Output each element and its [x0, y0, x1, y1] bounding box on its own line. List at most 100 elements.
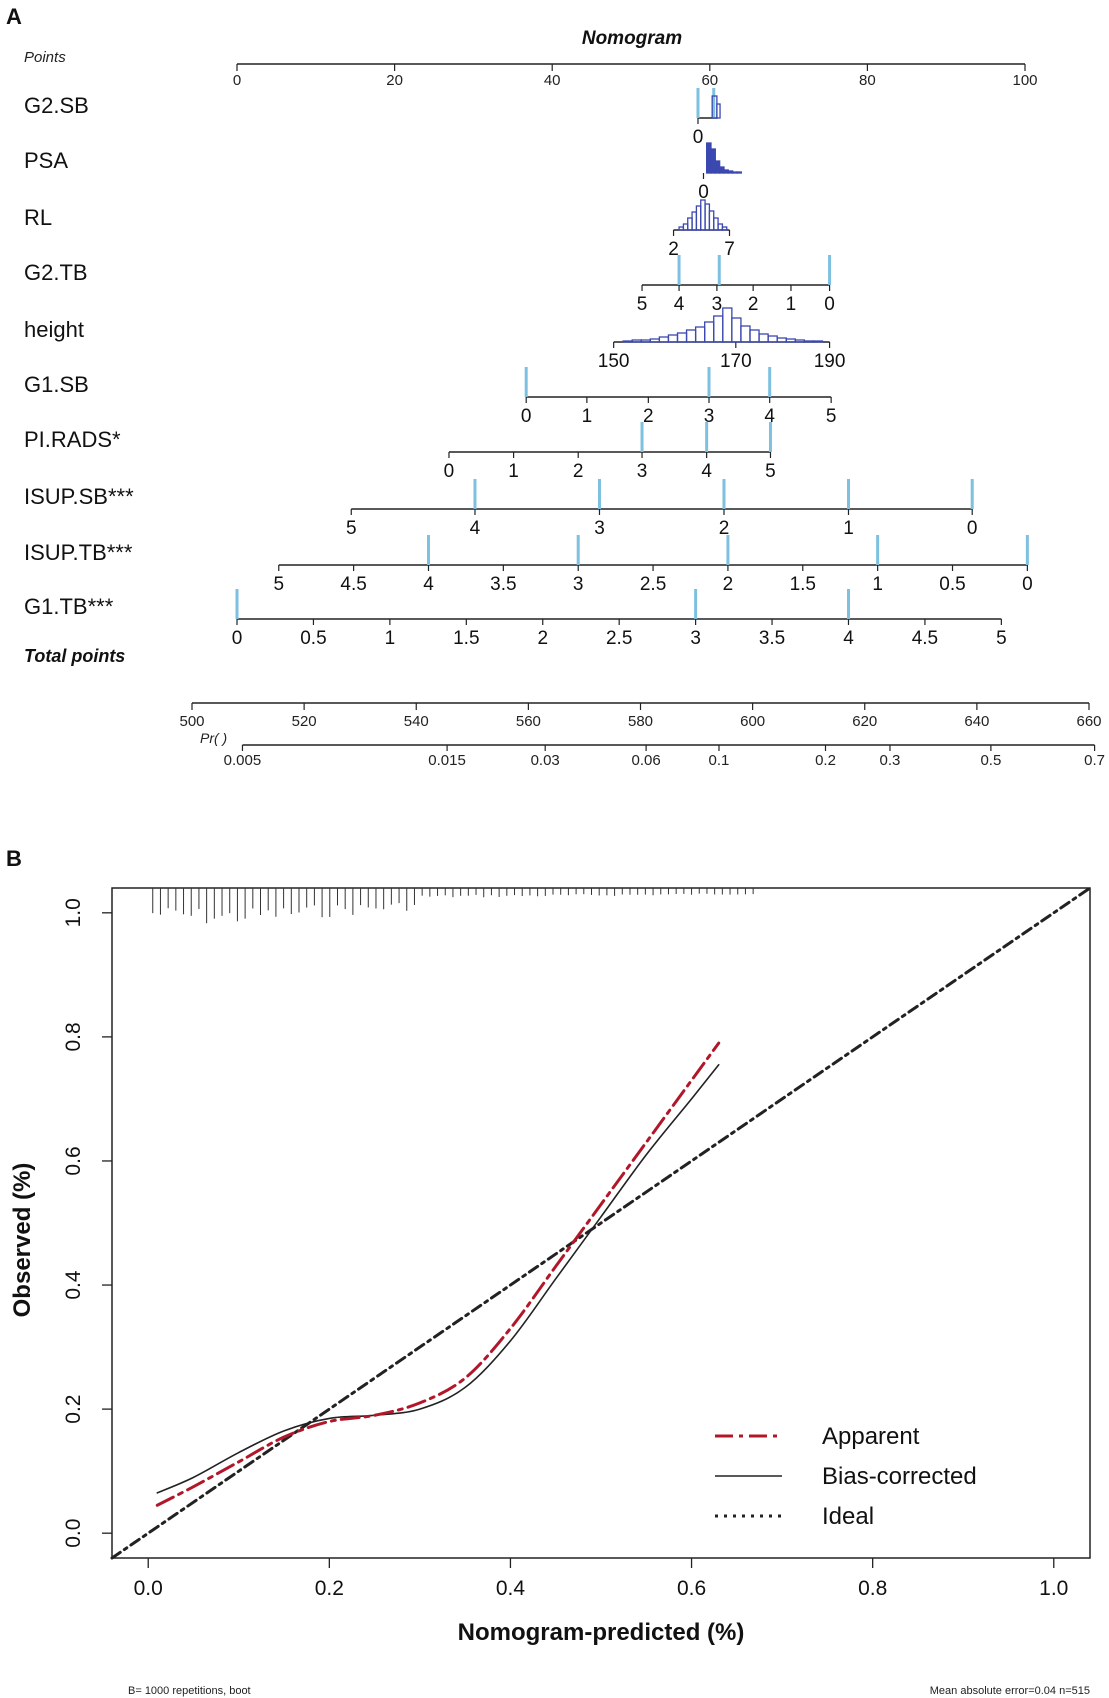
series-line-ideal	[110, 886, 1092, 1560]
histogram-bar	[694, 326, 706, 343]
total-points-tick-label: 660	[1076, 713, 1101, 730]
variable-tick-label: 4	[764, 406, 775, 427]
y-axis-tick-label: 0.2	[62, 1395, 85, 1424]
histogram-bar	[710, 148, 716, 174]
histogram-bar	[803, 340, 815, 343]
variable-label: height	[24, 317, 84, 342]
histogram-bar	[758, 333, 769, 343]
probability-tick-label: 0.3	[880, 752, 901, 769]
histogram-bar	[678, 226, 685, 231]
probability-tick-label: 0.06	[632, 752, 661, 769]
variable-tick-label: 1	[843, 518, 854, 539]
probability-tick-label: 0.005	[224, 752, 262, 769]
nomogram-title: Nomogram	[582, 28, 682, 49]
histogram-bar	[685, 329, 697, 343]
variable-tick-label: 0	[967, 518, 978, 539]
histogram-bar	[740, 325, 751, 343]
histogram-bar	[722, 307, 733, 343]
x-axis-tick-label: 0.6	[677, 1577, 706, 1600]
variable-tick-label: 1.5	[790, 574, 816, 595]
histogram-bar	[658, 336, 670, 343]
variable-tick-label: 5	[637, 294, 648, 315]
total-points-tick-label: 600	[740, 713, 765, 730]
variable-tick-label: 3	[704, 406, 715, 427]
total-points-tick-label: 580	[628, 713, 653, 730]
variable-label: PI.RADS*	[24, 427, 121, 452]
variable-tick-label: 150	[598, 351, 630, 372]
variable-tick-label: 5	[996, 628, 1007, 649]
histogram-bar	[723, 169, 729, 174]
histogram-bar	[622, 340, 633, 343]
variable-tick-label: 4	[674, 294, 685, 315]
variable-tick-label: 4.5	[912, 628, 938, 649]
probability-tick-label: 0.015	[428, 752, 466, 769]
variable-tick-label: 3	[712, 294, 723, 315]
histogram-bar	[731, 317, 742, 343]
points-axis-tick-label: 80	[859, 72, 876, 89]
calibration-panel: 0.0 0.2 0.4 0.6 0.8 1.0 0.0 0.2 0.4 0.6 0.8 1.0 Nomo…	[9, 886, 1092, 1697]
variable-tick-label: 3.5	[490, 574, 516, 595]
total-points-tick-label: 560	[516, 713, 541, 730]
points-axis-tick-label: 60	[701, 72, 718, 89]
probability-tick-label: 0.03	[531, 752, 560, 769]
variable-label: G2.SB	[24, 93, 89, 118]
histogram-bar	[687, 217, 693, 231]
variable-tick-label: 3	[637, 461, 648, 482]
histogram-bar	[704, 321, 715, 343]
points-axis-tick-label: 20	[386, 72, 403, 89]
histogram-bar	[794, 339, 806, 343]
variable-tick-label: 0	[693, 127, 704, 148]
variable-tick-label: 2	[723, 574, 734, 595]
variable-tick-label: 2	[719, 518, 730, 539]
total-points-label: Total points	[24, 646, 125, 666]
histogram-bar	[749, 329, 760, 343]
histogram-bar	[691, 211, 698, 231]
variable-tick-label: 1	[385, 628, 396, 649]
variable-tick-label: 5	[765, 461, 776, 482]
variable-tick-label: 3	[594, 518, 605, 539]
variable-tick-label: 0	[444, 461, 455, 482]
histogram-bar	[721, 226, 728, 231]
total-points-tick-label: 500	[179, 713, 204, 730]
histogram-bar	[812, 340, 824, 343]
variable-tick-label: 3.5	[759, 628, 785, 649]
histogram-bar	[767, 335, 778, 343]
legend-label: Apparent	[822, 1423, 920, 1450]
total-points-tick-label: 640	[964, 713, 989, 730]
variable-tick-label: 0	[824, 294, 835, 315]
probability-label: Pr( )	[200, 730, 227, 746]
variable-tick-label: 0	[1022, 574, 1033, 595]
points-axis-tick-label: 100	[1012, 72, 1037, 89]
histogram-bar	[667, 334, 679, 343]
variable-tick-label: 2	[573, 461, 584, 482]
variable-tick-label: 0.5	[939, 574, 965, 595]
variable-tick-label: 4	[423, 574, 434, 595]
histogram-bar	[708, 210, 715, 231]
series-line-bias-corrected	[156, 1064, 720, 1494]
variable-tick-label: 7	[724, 239, 735, 260]
variable-label: ISUP.TB***	[24, 540, 133, 565]
series-line-apparent	[155, 1041, 721, 1507]
histogram-bar	[717, 223, 724, 231]
total-points-tick-label: 540	[404, 713, 429, 730]
histogram-bar	[713, 315, 724, 343]
variable-tick-label: 4	[701, 461, 712, 482]
x-axis-tick-label: 0.8	[858, 1577, 887, 1600]
histogram-bar	[727, 170, 734, 174]
variable-tick-label: 1	[582, 406, 593, 427]
probability-tick-label: 0.1	[709, 752, 730, 769]
histogram-bar	[719, 166, 725, 174]
variable-tick-label: 2	[668, 239, 679, 260]
variable-tick-label: 5	[273, 574, 284, 595]
variable-tick-label: 2	[537, 628, 548, 649]
legend-label: Ideal	[822, 1503, 874, 1530]
histogram-bar	[631, 339, 642, 343]
histogram-bar	[682, 223, 689, 231]
x-axis-tick-label: 0.4	[496, 1577, 526, 1600]
variable-tick-label: 190	[814, 351, 846, 372]
legend-label: Bias-corrected	[822, 1463, 977, 1490]
variable-tick-label: 2.5	[640, 574, 666, 595]
x-axis-tick-label: 0.2	[315, 1577, 344, 1600]
